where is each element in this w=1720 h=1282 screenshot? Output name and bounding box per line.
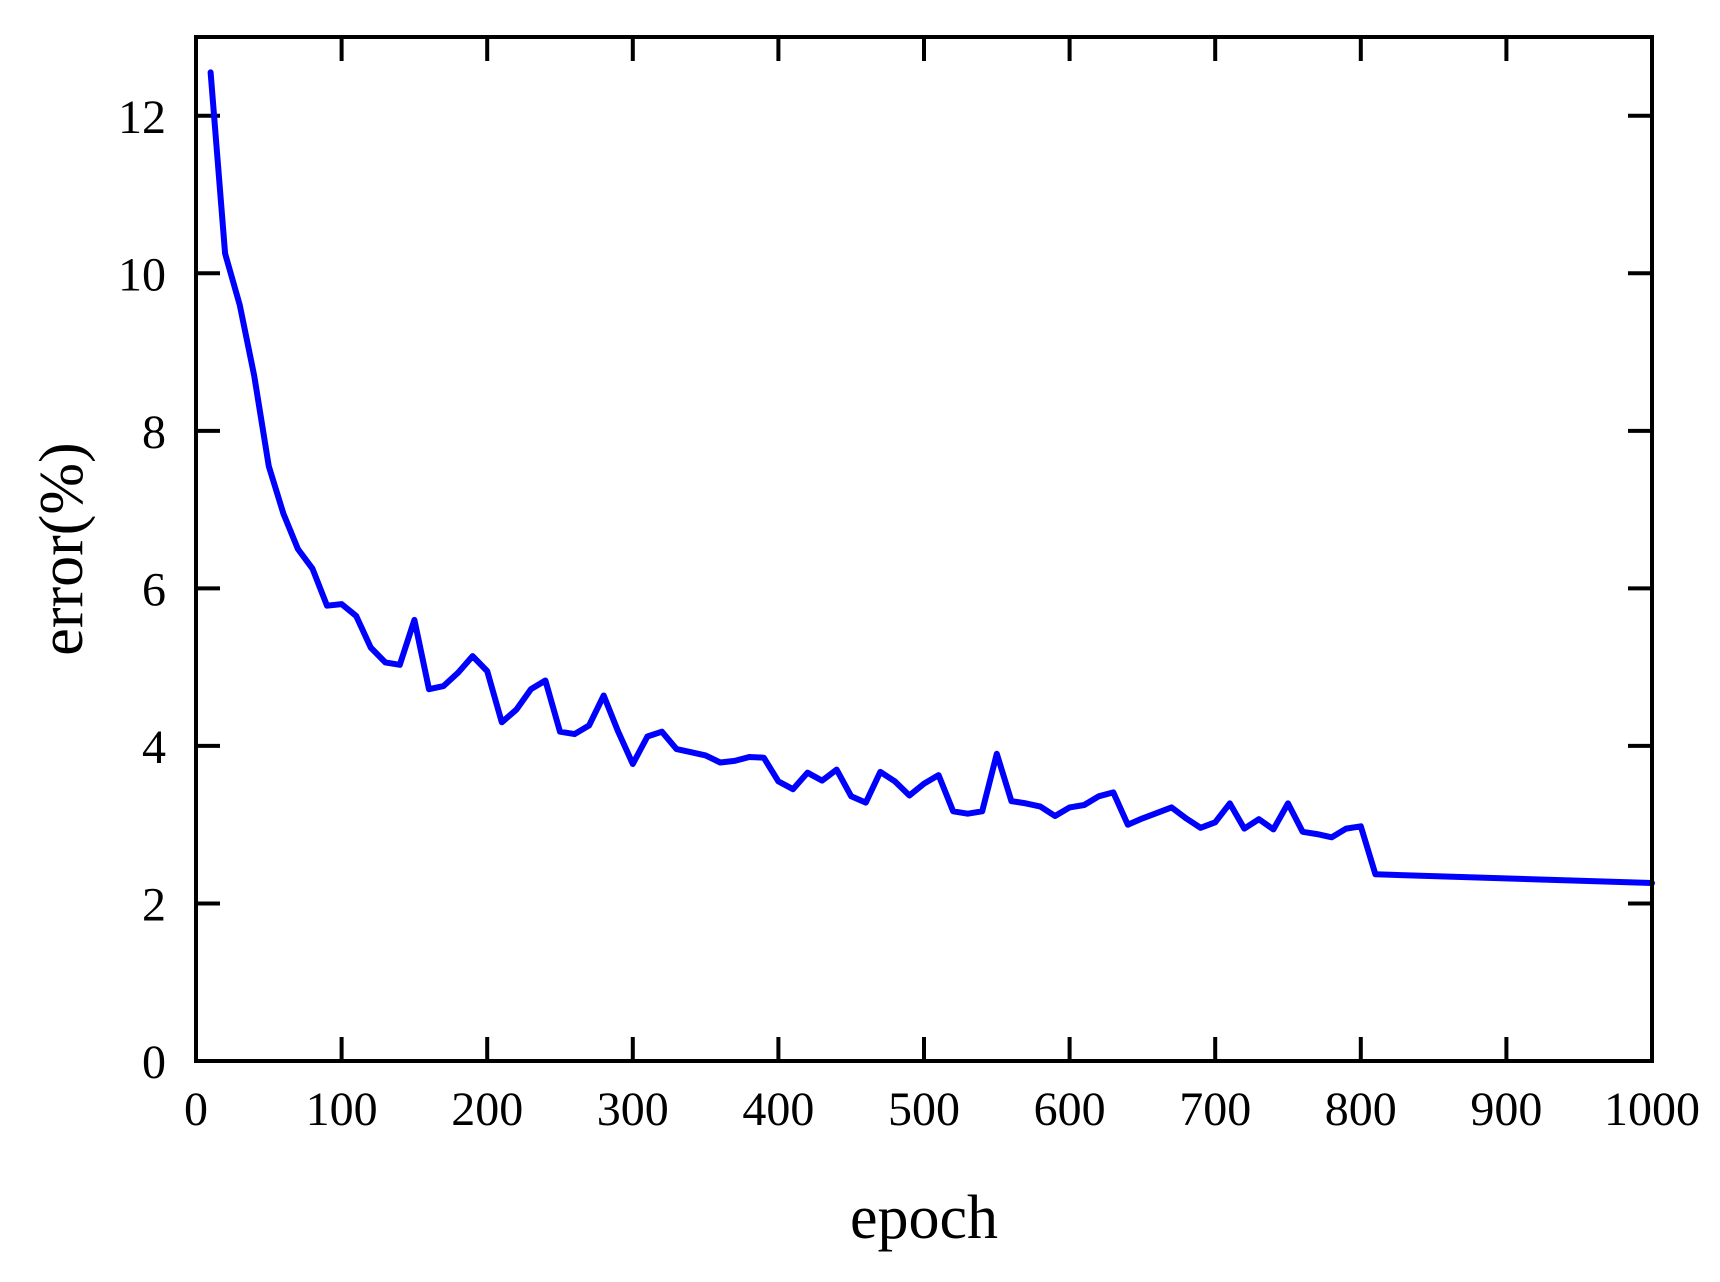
tick-marks (194, 37, 1654, 1063)
x-tick-label: 400 (742, 1083, 814, 1136)
y-tick-label: 0 (142, 1036, 166, 1089)
series-layer (207, 69, 1655, 886)
y-tick-label: 10 (118, 248, 166, 301)
tick-labels: 0 100 200 300 400 500 600 700 800 900 1000 0 2 4 6 8 10 1… (118, 91, 1700, 1136)
series-line (207, 69, 1655, 886)
x-tick-label: 100 (306, 1083, 378, 1136)
y-axis-label: error(%) (28, 442, 96, 655)
x-tick-label: 700 (1179, 1083, 1251, 1136)
y-tick-label: 8 (142, 406, 166, 459)
y-tick-label: 12 (118, 91, 166, 144)
x-tick-label: 900 (1470, 1083, 1542, 1136)
x-tick-label: 200 (451, 1083, 523, 1136)
x-axis-label: epoch (850, 1184, 998, 1252)
x-tick-label: 500 (888, 1083, 960, 1136)
x-tick-label: 300 (597, 1083, 669, 1136)
x-tick-label: 600 (1034, 1083, 1106, 1136)
y-tick-label: 4 (142, 721, 166, 774)
x-tick-label: 0 (184, 1083, 208, 1136)
y-tick-label: 2 (142, 878, 166, 931)
x-tick-label: 1000 (1604, 1083, 1700, 1136)
y-tick-label: 6 (142, 563, 166, 616)
plot-frame (194, 35, 1654, 1063)
x-tick-label: 800 (1325, 1083, 1397, 1136)
